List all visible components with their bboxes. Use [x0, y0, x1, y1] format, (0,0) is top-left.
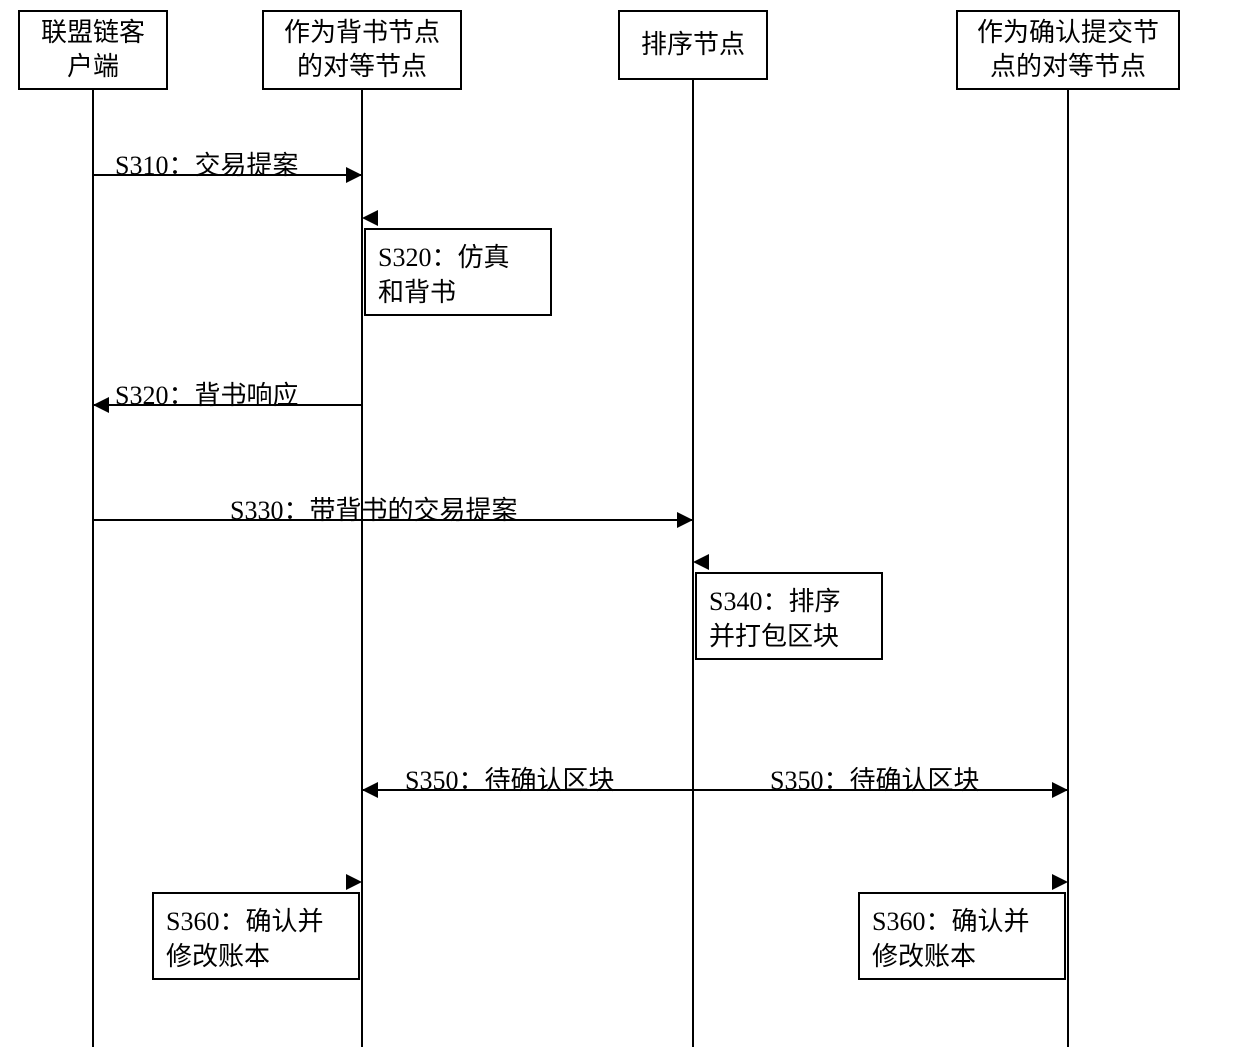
- participant-committer: 作为确认提交节点的对等节点: [956, 10, 1180, 90]
- lifeline-endorser: [361, 90, 363, 1047]
- message-label-s320r: S320：背书响应: [115, 375, 298, 412]
- message-label-s330: S330：带背书的交易提案: [230, 490, 517, 527]
- participant-orderer: 排序节点: [618, 10, 768, 80]
- participant-client: 联盟链客户端: [18, 10, 168, 90]
- self-box-s320b: S320：仿真和背书: [364, 228, 552, 316]
- lifeline-committer: [1067, 90, 1069, 1047]
- self-arrow-s360a: [346, 874, 362, 890]
- self-arrow-s320b: [362, 210, 378, 226]
- self-box-s360b: S360：确认并修改账本: [858, 892, 1066, 980]
- arrow-head-s350a: [362, 782, 378, 798]
- self-box-s360a: S360：确认并修改账本: [152, 892, 360, 980]
- message-label-s310: S310：交易提案: [115, 145, 298, 182]
- self-arrow-s340: [693, 554, 709, 570]
- arrow-head-s310: [346, 167, 362, 183]
- sequence-diagram: 联盟链客户端 作为背书节点的对等节点 排序节点 作为确认提交节点的对等节点 S310：交…: [0, 0, 1240, 1047]
- lifeline-client: [92, 90, 94, 1047]
- arrow-head-s350b: [1052, 782, 1068, 798]
- message-label-s350a: S350：待确认区块: [405, 760, 614, 797]
- self-box-s340: S340：排序并打包区块: [695, 572, 883, 660]
- self-arrow-s360b: [1052, 874, 1068, 890]
- arrow-head-s330: [677, 512, 693, 528]
- arrow-head-s320r: [93, 397, 109, 413]
- message-label-s350b: S350：待确认区块: [770, 760, 979, 797]
- participant-endorser: 作为背书节点的对等节点: [262, 10, 462, 90]
